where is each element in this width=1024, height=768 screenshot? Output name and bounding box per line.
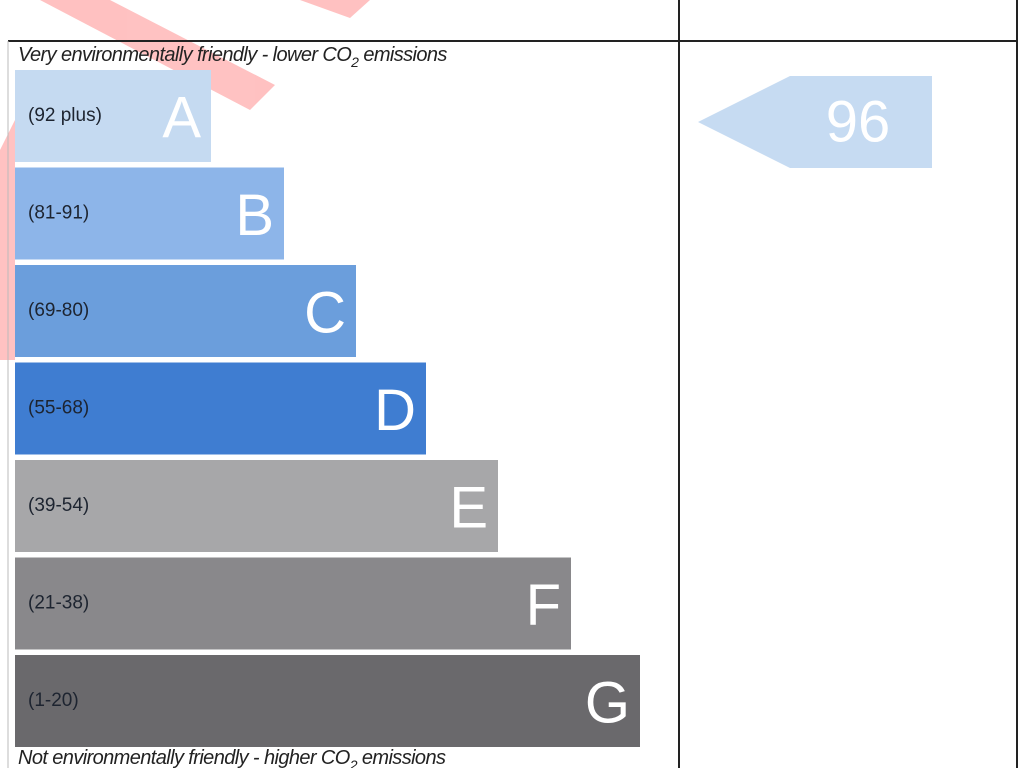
band-range: (1-20): [28, 690, 79, 711]
bands: (92 plus) A (81-91) B (69-80) C (55-68) D (39-54…: [15, 70, 640, 747]
band-bar: [15, 557, 571, 650]
band-range: (81-91): [28, 203, 89, 224]
current-rating: 96: [826, 90, 891, 155]
band-bar: [15, 655, 640, 747]
note-text: emissions: [357, 747, 446, 768]
band-range: (39-54): [28, 495, 89, 516]
band-letter: E: [449, 476, 488, 541]
band-bar: [15, 362, 426, 455]
note-sub: 2: [350, 54, 359, 70]
band-range: (21-38): [28, 593, 89, 614]
bottom-note: Not environmentally friendly - higher CO…: [18, 747, 446, 768]
band-letter: F: [526, 573, 561, 638]
band-bar: [15, 167, 284, 260]
band-letter: A: [162, 86, 201, 151]
band-range: (55-68): [28, 398, 89, 419]
band-range: (92 plus): [28, 105, 102, 126]
note-sub: 2: [349, 757, 358, 768]
band-bar: [15, 460, 498, 552]
current-arrow: [698, 76, 932, 168]
band-letter: G: [585, 671, 630, 736]
band-bar: [15, 70, 211, 162]
note-text: Not environmentally friendly - higher CO: [18, 747, 350, 768]
band-letter: B: [235, 183, 274, 248]
top-note: Very environmentally friendly - lower CO…: [18, 44, 447, 70]
band-letter: C: [304, 281, 346, 346]
note-text: emissions: [358, 44, 447, 66]
band-bar: [15, 265, 356, 357]
band-range: (69-80): [28, 300, 89, 321]
note-text: Very environmentally friendly - lower CO: [18, 44, 351, 66]
band-letter: D: [374, 378, 416, 443]
